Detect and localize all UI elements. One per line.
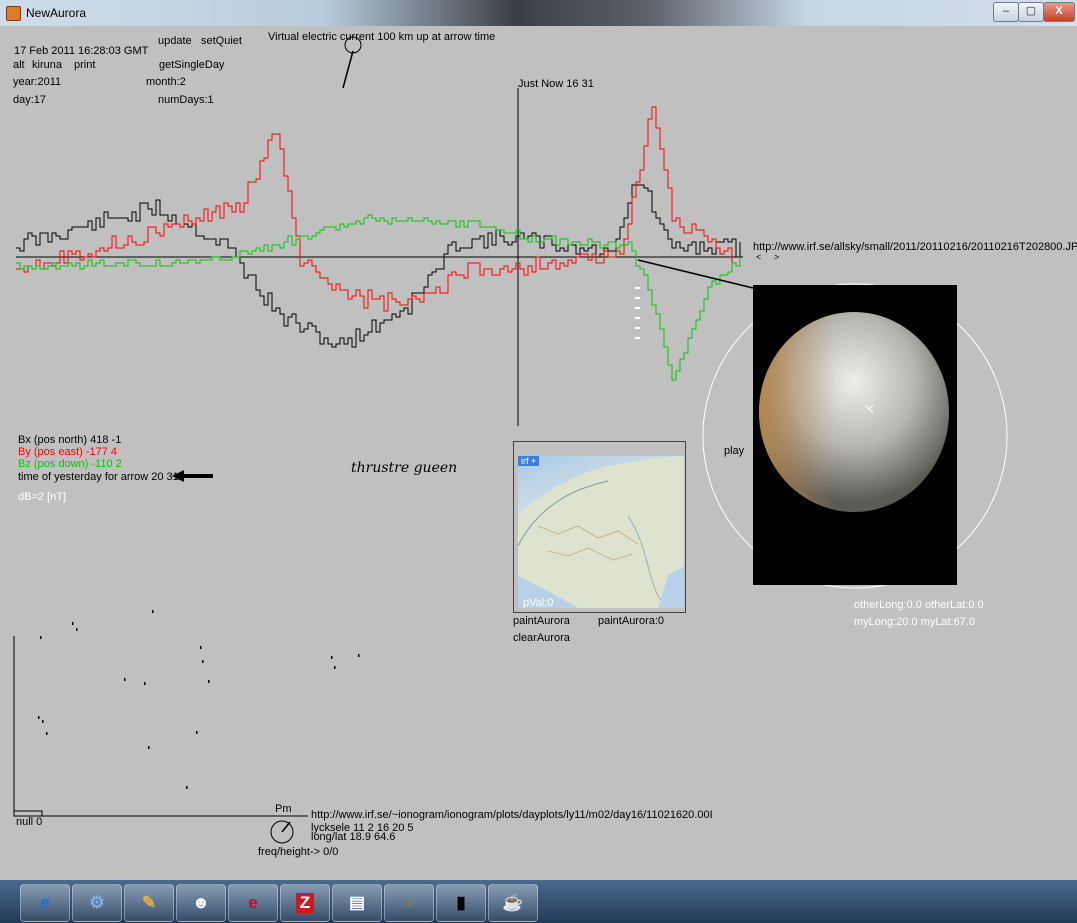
virtual-current-label: Virtual electric current 100 km up at ar…: [268, 31, 496, 43]
files-icon[interactable]: ▤: [332, 884, 382, 922]
erlang-icon[interactable]: e: [228, 884, 278, 922]
allsky-next-button[interactable]: >: [774, 252, 780, 262]
minimize-button[interactable]: –: [993, 2, 1019, 22]
maximize-button[interactable]: ▢: [1018, 2, 1044, 22]
ionogram-dot: [152, 610, 154, 613]
java-icon[interactable]: ☕: [488, 884, 538, 922]
app-window: NewAurora – ▢ X 17 Feb 2011 16:28:03 GMT…: [0, 0, 1077, 880]
title-bar: NewAurora – ▢ X: [0, 0, 1077, 26]
db-label: dB=2 [nT]: [18, 491, 67, 503]
map-tag: irf +: [518, 456, 540, 466]
map-picture: [518, 456, 684, 608]
datetime-label: 17 Feb 2011 16:28:03 GMT: [14, 45, 149, 57]
game-icon[interactable]: ☻: [176, 884, 226, 922]
ionogram-dot: [331, 656, 333, 659]
allsky-prev-button[interactable]: <: [756, 252, 762, 262]
my-coords-label: myLong:20.0 myLat:67.0: [854, 616, 976, 628]
ionogram-dot: [208, 680, 210, 683]
print-button[interactable]: print: [74, 59, 96, 71]
day-field[interactable]: day:17: [13, 94, 47, 106]
ionogram-dot: [42, 720, 44, 723]
ionogram-dot: [124, 678, 126, 681]
ionogram-dot: [200, 646, 202, 649]
update-button[interactable]: update: [158, 35, 192, 47]
year-field[interactable]: year:2011: [13, 76, 62, 88]
filezilla-icon[interactable]: Z: [280, 884, 330, 922]
paint-icon[interactable]: ✎: [124, 884, 174, 922]
other-coords-label: otherLong:0.0 otherLat:0.0: [854, 599, 984, 611]
ionogram-dot: [46, 732, 48, 735]
set-quiet-button[interactable]: setQuiet: [201, 35, 242, 47]
freq-height-label: freq/height-> 0/0: [258, 846, 339, 858]
num-days-field[interactable]: numDays:1: [158, 94, 214, 106]
ionogram-dot: [40, 636, 42, 639]
scandinavia-map[interactable]: [518, 456, 684, 608]
play-button[interactable]: play: [724, 445, 745, 457]
canvas: 17 Feb 2011 16:28:03 GMT update setQuiet…: [8, 26, 1077, 874]
ionogram-dot: [358, 654, 360, 657]
allsky-image: [753, 285, 957, 585]
allsky-url-label: http://www.irf.se/allsky/small/2011/2011…: [753, 241, 1077, 253]
clear-aurora-button[interactable]: clearAurora: [513, 632, 570, 644]
window-title: NewAurora: [26, 6, 87, 20]
alt-label: alt: [13, 59, 25, 71]
pval-label: pVal:0: [523, 597, 554, 609]
pm-dial-icon: [270, 820, 294, 844]
null-box: [13, 810, 43, 817]
by-series-line: [16, 106, 740, 312]
ionogram-url-label: http://www.irf.se/~ionogram/ionogram/plo…: [311, 809, 713, 821]
ionogram-dot: [202, 660, 204, 663]
station-field[interactable]: kiruna: [32, 59, 62, 71]
left-arrow-icon: [172, 470, 213, 482]
ionogram-dot: [334, 666, 336, 669]
image-pointer-line: [637, 259, 754, 289]
null-label: null 0: [16, 816, 43, 828]
bx-legend: Bx (pos north) 418 -1: [18, 434, 122, 446]
terminal-icon[interactable]: ▮: [436, 884, 486, 922]
get-single-day-button[interactable]: getSingleDay: [159, 59, 225, 71]
sphere-icon[interactable]: ●: [384, 884, 434, 922]
ionogram-dot: [76, 628, 78, 631]
just-now-label: Just Now 16 31: [518, 78, 594, 90]
sky-horizon-circle: [702, 283, 1008, 589]
ie-icon[interactable]: e: [20, 884, 70, 922]
paint-aurora-button[interactable]: paintAurora: [513, 615, 570, 627]
handwriting-label: thrustre gueen: [351, 460, 458, 476]
allsky-picture: [759, 312, 949, 512]
dash-ticks: [635, 287, 640, 339]
ionogram-station-label: lycksele 11 2 16 20 5: [311, 822, 414, 834]
arrow-time-label: time of yesterday for arrow 20 31: [18, 471, 179, 483]
bz-series-line: [16, 214, 741, 381]
map-panel[interactable]: irf + pVal:0: [513, 441, 686, 613]
taskbar: e ⚙ ✎ ☻ e Z ▤ ● ▮ ☕: [0, 880, 1077, 923]
magnetometer-plot: [13, 36, 1008, 844]
close-button[interactable]: X: [1043, 2, 1075, 22]
current-arrow-icon: [342, 36, 362, 89]
by-legend: By (pos east) -177 4: [18, 446, 118, 458]
ionogram-dot: [148, 746, 150, 749]
network-icon[interactable]: ⚙: [72, 884, 122, 922]
pm-label: Pm: [275, 803, 292, 815]
ionogram-dot: [196, 731, 198, 734]
month-field[interactable]: month:2: [146, 76, 186, 88]
ionogram-dot: [38, 716, 40, 719]
bx-series-line: [16, 184, 741, 348]
ionogram-dot: [186, 786, 188, 789]
ionogram-dots: [38, 610, 360, 789]
ionogram-longlat-label: long/lat 18.9 64.6: [311, 831, 396, 843]
ionogram-dot: [72, 622, 74, 625]
ionogram-dot: [144, 682, 146, 685]
bz-legend: Bz (pos down) -110 2: [18, 458, 122, 470]
paint-aurora-value: paintAurora:0: [598, 615, 665, 627]
java-app-icon: [6, 6, 21, 21]
